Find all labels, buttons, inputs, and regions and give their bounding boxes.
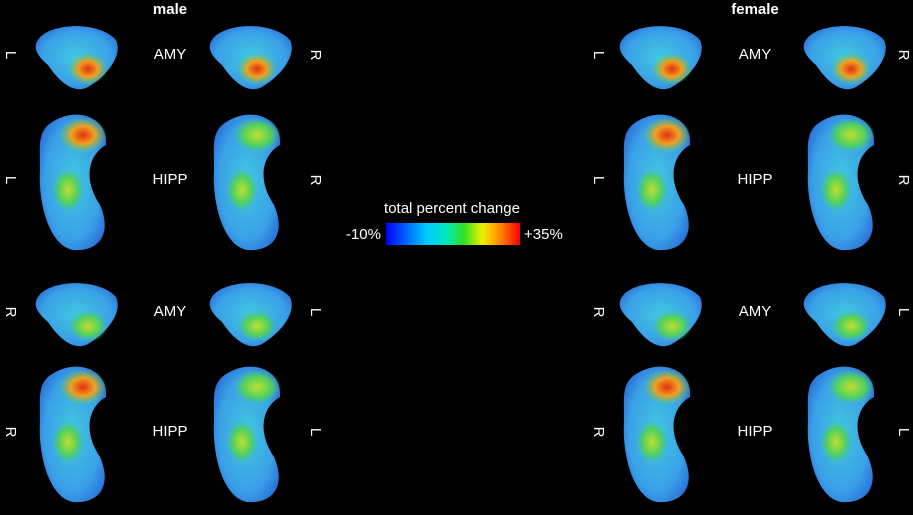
structure-label: AMY — [739, 46, 772, 63]
surface-patch — [59, 117, 107, 153]
structure-label: HIPP — [152, 171, 187, 188]
panel: male L AMY R L HIPP R R AMY L R HIPP L — [2, 1, 324, 503]
panel-title: female — [731, 1, 779, 18]
surface-patch — [226, 420, 258, 464]
structure-label: AMY — [154, 46, 187, 63]
hemisphere-label: L — [2, 51, 19, 59]
surface-patch — [827, 117, 875, 153]
surface-patch — [636, 420, 668, 464]
colorbar-min: -10% — [346, 226, 381, 243]
surface-patch — [643, 369, 691, 405]
panel-title: male — [153, 1, 187, 18]
hemisphere-label: R — [2, 427, 19, 438]
structure-label: AMY — [739, 303, 772, 320]
surface-patch — [226, 168, 258, 212]
surface-patch — [831, 53, 871, 85]
hemisphere-label: R — [895, 175, 912, 186]
colorbar: total percent change -10% +35% — [346, 200, 563, 245]
structure-label: HIPP — [737, 171, 772, 188]
structure-label: AMY — [154, 303, 187, 320]
surface-patch — [237, 310, 277, 342]
surface-patch — [52, 420, 84, 464]
hemisphere-label: L — [590, 176, 607, 184]
colorbar-gradient — [386, 223, 520, 245]
surface-patch — [636, 168, 668, 212]
hemisphere-label: L — [895, 308, 912, 316]
surface-patch — [59, 369, 107, 405]
hemisphere-label: R — [895, 50, 912, 61]
surface-patch — [820, 168, 852, 212]
surface-patch — [52, 168, 84, 212]
hemisphere-label: R — [307, 175, 324, 186]
hemisphere-label: R — [590, 427, 607, 438]
panel: female L AMY R L HIPP R R AMY L R HIPP L — [590, 1, 912, 503]
surface-patch — [652, 310, 692, 342]
surface-patch — [652, 53, 692, 85]
surface-patch — [237, 53, 277, 85]
surface-patch — [643, 117, 691, 153]
surface-patch — [827, 369, 875, 405]
structure-label: HIPP — [152, 423, 187, 440]
colorbar-max: +35% — [524, 226, 563, 243]
hemisphere-label: R — [307, 50, 324, 61]
hemisphere-label: R — [590, 307, 607, 318]
surface-patch — [233, 117, 281, 153]
hemisphere-label: R — [2, 307, 19, 318]
hemisphere-label: L — [2, 176, 19, 184]
surface-patch — [233, 369, 281, 405]
surface-patch — [831, 310, 871, 342]
colorbar-title: total percent change — [384, 200, 520, 217]
hemisphere-label: L — [590, 51, 607, 59]
hemisphere-label: L — [895, 428, 912, 436]
hemisphere-label: L — [307, 308, 324, 316]
hemisphere-label: L — [307, 428, 324, 436]
structure-label: HIPP — [737, 423, 772, 440]
surface-patch — [68, 53, 108, 85]
surface-patch — [820, 420, 852, 464]
surface-patch — [68, 310, 108, 342]
